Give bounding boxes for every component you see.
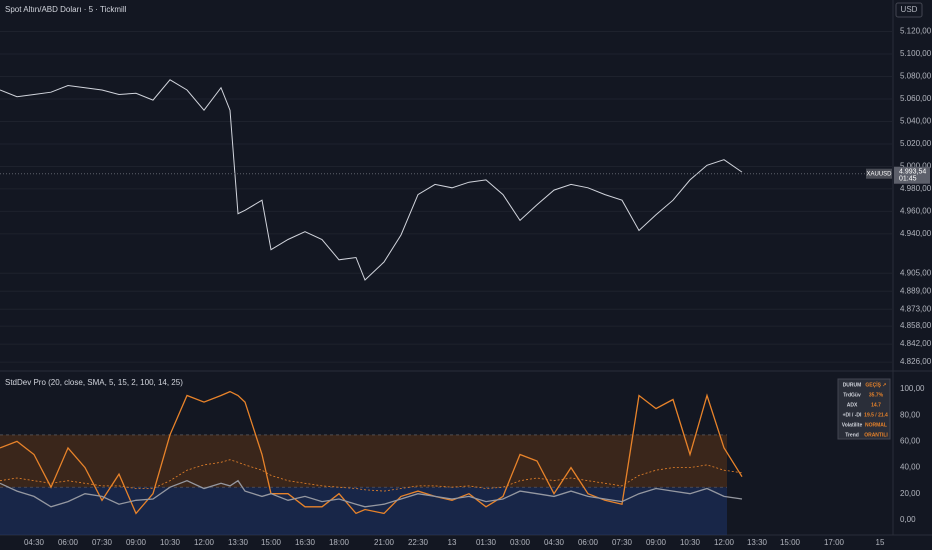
x-tick-label: 03:00 <box>510 538 531 547</box>
y-tick-label: 4.940,00 <box>900 229 932 238</box>
y-tick-label: 40,00 <box>900 463 921 472</box>
x-tick-label: 06:00 <box>578 538 599 547</box>
price-tag <box>894 166 930 184</box>
currency-button[interactable] <box>895 2 923 18</box>
data-line <box>0 479 743 508</box>
x-tick-label: 06:00 <box>58 538 79 547</box>
countdown-label: 01:45 <box>899 176 917 183</box>
table-key: +DI / -DI <box>843 412 862 418</box>
y-tick-label: 4.826,00 <box>900 357 932 366</box>
info-table: DURUM GEÇİŞ ↗ TrdGüv 35.7% ADX 14.7 +DI / -DI 1… <box>837 378 891 440</box>
y-tick-label: 60,00 <box>900 436 921 445</box>
x-tick-label: 12:00 <box>194 538 215 547</box>
y-tick-label: 4.873,00 <box>900 304 932 313</box>
x-tick-label: 18:00 <box>329 538 350 547</box>
table-value: GEÇİŞ ↗ <box>865 381 886 388</box>
y-tick-label: 5.040,00 <box>900 117 932 126</box>
y-tick-label: 4.960,00 <box>900 207 932 216</box>
x-tick-label: 22:30 <box>408 538 429 547</box>
y-tick-label: 100,00 <box>900 384 925 393</box>
y-tick-label: 4.905,00 <box>900 268 932 277</box>
y-tick-label: 5.100,00 <box>900 49 932 58</box>
y-tick-label: 20,00 <box>900 489 921 498</box>
x-tick-label: 16:30 <box>295 538 316 547</box>
x-tick-label: 04:30 <box>24 538 45 547</box>
table-key: Volatilite <box>842 422 863 428</box>
price-tag-label: 4.993,54 <box>899 169 926 176</box>
indicator-title: StdDev Pro (20, close, SMA, 5, 15, 2, 10… <box>5 378 183 387</box>
x-tick-label: 12:00 <box>714 538 735 547</box>
x-tick-label: 15:00 <box>780 538 801 547</box>
table-key: ADX <box>847 402 858 408</box>
x-tick-label: 07:30 <box>612 538 633 547</box>
data-line <box>0 459 743 492</box>
symbol-tag-label: XAUUSD <box>866 171 892 177</box>
table-key: TrdGüv <box>843 392 861 398</box>
x-tick-label: 15:00 <box>261 538 282 547</box>
currency-label[interactable]: USD <box>901 5 918 14</box>
y-tick-label: 5.060,00 <box>900 94 932 103</box>
x-tick-label: 09:00 <box>646 538 667 547</box>
y-tick-label: 5.020,00 <box>900 139 932 148</box>
table-bg <box>837 378 891 440</box>
zone-band <box>0 434 727 488</box>
x-tick-label: 10:30 <box>680 538 701 547</box>
table-key: Trend <box>845 432 859 438</box>
x-tick-label: 09:00 <box>126 538 147 547</box>
table-key: DURUM <box>843 382 862 388</box>
table-value: ORANTILI <box>864 432 888 438</box>
x-tick-label: 01:30 <box>476 538 497 547</box>
x-tick-label: 07:30 <box>92 538 113 547</box>
x-tick-label: 13:30 <box>228 538 249 547</box>
y-tick-label: 0,00 <box>900 515 916 524</box>
y-tick-label: 4.842,00 <box>900 339 932 348</box>
data-line <box>0 390 743 515</box>
table-value: 14.7 <box>871 402 881 408</box>
y-tick-label: 4.858,00 <box>900 321 932 330</box>
symbol-tag <box>866 168 892 179</box>
x-tick-label: 04:30 <box>544 538 565 547</box>
table-value: 19.5 / 21.4 <box>864 412 888 418</box>
data-line <box>0 79 743 281</box>
x-tick-label: 17:00 <box>824 538 845 547</box>
x-tick-label: 13 <box>448 538 457 547</box>
x-tick-label: 21:00 <box>374 538 395 547</box>
y-tick-label: 5.120,00 <box>900 27 932 36</box>
zone-band <box>0 487 727 535</box>
x-tick-label: 15 <box>876 538 885 547</box>
symbol-title: Spot Altın/ABD Doları · 5 · Tickmill <box>5 5 127 14</box>
table-value: 35.7% <box>869 392 884 398</box>
y-tick-label: 4.889,00 <box>900 286 932 295</box>
x-tick-label: 13:30 <box>747 538 768 547</box>
y-tick-label: 80,00 <box>900 410 921 419</box>
y-tick-label: 4.980,00 <box>900 184 932 193</box>
x-tick-label: 10:30 <box>160 538 181 547</box>
table-value: NORMAL <box>865 422 887 428</box>
y-tick-label: 5.080,00 <box>900 72 932 81</box>
y-tick-label: 5.000,00 <box>900 162 932 171</box>
